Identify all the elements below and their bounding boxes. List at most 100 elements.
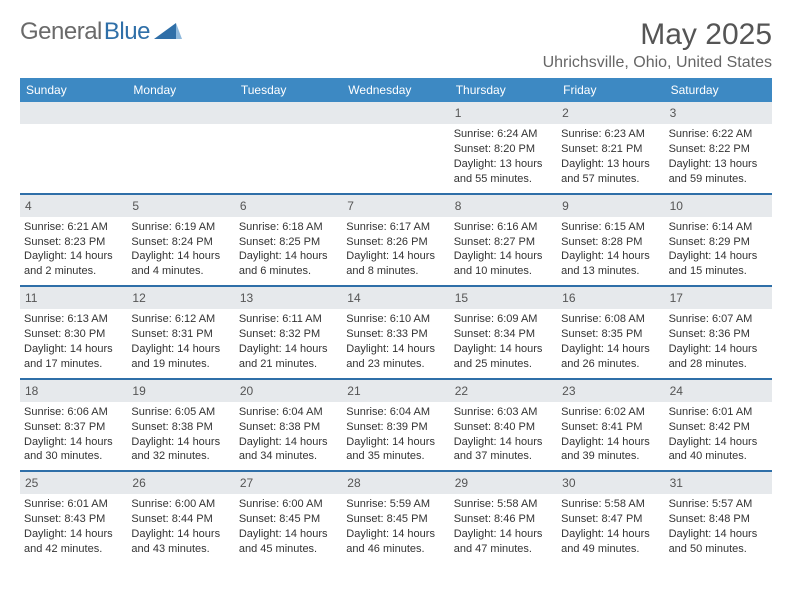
- sunrise-line: Sunrise: 6:19 AM: [131, 220, 230, 235]
- daylight-line: Daylight: 13 hours and 59 minutes.: [669, 157, 768, 187]
- day-cell: 9Sunrise: 6:15 AMSunset: 8:28 PMDaylight…: [557, 193, 664, 286]
- day-body: Sunrise: 6:21 AMSunset: 8:23 PMDaylight:…: [24, 220, 123, 279]
- sunset-line: Sunset: 8:32 PM: [239, 327, 338, 342]
- sunrise-line: Sunrise: 6:21 AM: [24, 220, 123, 235]
- day-of-week-cell: Sunday: [20, 78, 127, 102]
- day-body: Sunrise: 6:23 AMSunset: 8:21 PMDaylight:…: [561, 127, 660, 186]
- sunset-line: Sunset: 8:35 PM: [561, 327, 660, 342]
- day-cell: 27Sunrise: 6:00 AMSunset: 8:45 PMDayligh…: [235, 470, 342, 563]
- sunrise-line: Sunrise: 6:06 AM: [24, 405, 123, 420]
- day-number: [342, 102, 449, 124]
- sunrise-line: Sunrise: 6:18 AM: [239, 220, 338, 235]
- day-body: Sunrise: 5:59 AMSunset: 8:45 PMDaylight:…: [346, 497, 445, 556]
- day-cell: [20, 102, 127, 193]
- day-cell: 21Sunrise: 6:04 AMSunset: 8:39 PMDayligh…: [342, 378, 449, 471]
- day-cell: 7Sunrise: 6:17 AMSunset: 8:26 PMDaylight…: [342, 193, 449, 286]
- daylight-line: Daylight: 14 hours and 21 minutes.: [239, 342, 338, 372]
- sunset-line: Sunset: 8:44 PM: [131, 512, 230, 527]
- day-body: Sunrise: 6:15 AMSunset: 8:28 PMDaylight:…: [561, 220, 660, 279]
- day-cell: 3 Sunrise: 6:22 AMSunset: 8:22 PMDaylight…: [665, 102, 772, 193]
- sunrise-line: Sunrise: 6:13 AM: [24, 312, 123, 327]
- day-body: Sunrise: 5:58 AMSunset: 8:47 PMDaylight:…: [561, 497, 660, 556]
- day-number: 24: [665, 378, 772, 402]
- sunset-line: Sunset: 8:38 PM: [131, 420, 230, 435]
- sunset-line: Sunset: 8:42 PM: [669, 420, 768, 435]
- sunset-line: Sunset: 8:46 PM: [454, 512, 553, 527]
- day-cell: 25Sunrise: 6:01 AMSunset: 8:43 PMDayligh…: [20, 470, 127, 563]
- sunset-line: Sunset: 8:45 PM: [346, 512, 445, 527]
- daylight-line: Daylight: 14 hours and 4 minutes.: [131, 249, 230, 279]
- brand-logo: GeneralBlue: [20, 18, 182, 46]
- sunset-line: Sunset: 8:41 PM: [561, 420, 660, 435]
- day-body: Sunrise: 6:06 AMSunset: 8:37 PMDaylight:…: [24, 405, 123, 464]
- sunset-line: Sunset: 8:45 PM: [239, 512, 338, 527]
- day-number: 18: [20, 378, 127, 402]
- day-cell: 28Sunrise: 5:59 AMSunset: 8:45 PMDayligh…: [342, 470, 449, 563]
- sunset-line: Sunset: 8:43 PM: [24, 512, 123, 527]
- sunrise-line: Sunrise: 6:05 AM: [131, 405, 230, 420]
- day-body: Sunrise: 6:11 AMSunset: 8:32 PMDaylight:…: [239, 312, 338, 371]
- day-cell: 1Sunrise: 6:24 AMSunset: 8:20 PMDaylight…: [450, 102, 557, 193]
- day-body: Sunrise: 6:09 AMSunset: 8:34 PMDaylight:…: [454, 312, 553, 371]
- sunrise-line: Sunrise: 6:22 AM: [669, 127, 768, 142]
- day-cell: 17Sunrise: 6:07 AMSunset: 8:36 PMDayligh…: [665, 285, 772, 378]
- sunrise-line: Sunrise: 6:14 AM: [669, 220, 768, 235]
- week-row: 11Sunrise: 6:13 AMSunset: 8:30 PMDayligh…: [20, 285, 772, 378]
- day-cell: 10Sunrise: 6:14 AMSunset: 8:29 PMDayligh…: [665, 193, 772, 286]
- daylight-line: Daylight: 14 hours and 39 minutes.: [561, 435, 660, 465]
- day-body: Sunrise: 6:04 AMSunset: 8:38 PMDaylight:…: [239, 405, 338, 464]
- daylight-line: Daylight: 14 hours and 35 minutes.: [346, 435, 445, 465]
- day-body: Sunrise: 6:12 AMSunset: 8:31 PMDaylight:…: [131, 312, 230, 371]
- day-body: Sunrise: 6:02 AMSunset: 8:41 PMDaylight:…: [561, 405, 660, 464]
- sunset-line: Sunset: 8:40 PM: [454, 420, 553, 435]
- sunrise-line: Sunrise: 6:10 AM: [346, 312, 445, 327]
- sunrise-line: Sunrise: 6:00 AM: [239, 497, 338, 512]
- sunset-line: Sunset: 8:22 PM: [669, 142, 768, 157]
- day-number: 19: [127, 378, 234, 402]
- daylight-line: Daylight: 14 hours and 30 minutes.: [24, 435, 123, 465]
- day-cell: 16Sunrise: 6:08 AMSunset: 8:35 PMDayligh…: [557, 285, 664, 378]
- sunset-line: Sunset: 8:30 PM: [24, 327, 123, 342]
- day-body: Sunrise: 5:58 AMSunset: 8:46 PMDaylight:…: [454, 497, 553, 556]
- day-number: [235, 102, 342, 124]
- day-number: 20: [235, 378, 342, 402]
- sunset-line: Sunset: 8:21 PM: [561, 142, 660, 157]
- day-number: 4: [20, 193, 127, 217]
- day-number: 3: [665, 102, 772, 124]
- day-number: 2: [557, 102, 664, 124]
- day-number: 13: [235, 285, 342, 309]
- day-of-week-cell: Tuesday: [235, 78, 342, 102]
- sunset-line: Sunset: 8:37 PM: [24, 420, 123, 435]
- day-cell: 23Sunrise: 6:02 AMSunset: 8:41 PMDayligh…: [557, 378, 664, 471]
- day-body: Sunrise: 6:01 AMSunset: 8:43 PMDaylight:…: [24, 497, 123, 556]
- daylight-line: Daylight: 14 hours and 50 minutes.: [669, 527, 768, 557]
- day-cell: 22Sunrise: 6:03 AMSunset: 8:40 PMDayligh…: [450, 378, 557, 471]
- week-row: 4 Sunrise: 6:21 AMSunset: 8:23 PMDaylight…: [20, 193, 772, 286]
- sunset-line: Sunset: 8:48 PM: [669, 512, 768, 527]
- day-number: 12: [127, 285, 234, 309]
- sunset-line: Sunset: 8:24 PM: [131, 235, 230, 250]
- day-cell: 26Sunrise: 6:00 AMSunset: 8:44 PMDayligh…: [127, 470, 234, 563]
- day-body: Sunrise: 6:01 AMSunset: 8:42 PMDaylight:…: [669, 405, 768, 464]
- week-row: 25Sunrise: 6:01 AMSunset: 8:43 PMDayligh…: [20, 470, 772, 563]
- page-title: May 2025: [543, 18, 772, 52]
- sunrise-line: Sunrise: 6:12 AM: [131, 312, 230, 327]
- calendar-body: 1Sunrise: 6:24 AMSunset: 8:20 PMDaylight…: [20, 102, 772, 563]
- daylight-line: Daylight: 14 hours and 13 minutes.: [561, 249, 660, 279]
- daylight-line: Daylight: 14 hours and 34 minutes.: [239, 435, 338, 465]
- day-body: Sunrise: 6:19 AMSunset: 8:24 PMDaylight:…: [131, 220, 230, 279]
- sunset-line: Sunset: 8:31 PM: [131, 327, 230, 342]
- daylight-line: Daylight: 14 hours and 37 minutes.: [454, 435, 553, 465]
- day-body: Sunrise: 6:04 AMSunset: 8:39 PMDaylight:…: [346, 405, 445, 464]
- header: GeneralBlue May 2025 Uhrichsville, Ohio,…: [20, 18, 772, 72]
- sunrise-line: Sunrise: 5:57 AM: [669, 497, 768, 512]
- sunrise-line: Sunrise: 6:00 AM: [131, 497, 230, 512]
- sunset-line: Sunset: 8:38 PM: [239, 420, 338, 435]
- sunset-line: Sunset: 8:36 PM: [669, 327, 768, 342]
- day-number: 16: [557, 285, 664, 309]
- sunrise-line: Sunrise: 6:11 AM: [239, 312, 338, 327]
- day-of-week-header: SundayMondayTuesdayWednesdayThursdayFrid…: [20, 78, 772, 102]
- sunset-line: Sunset: 8:29 PM: [669, 235, 768, 250]
- daylight-line: Daylight: 14 hours and 2 minutes.: [24, 249, 123, 279]
- sunset-line: Sunset: 8:33 PM: [346, 327, 445, 342]
